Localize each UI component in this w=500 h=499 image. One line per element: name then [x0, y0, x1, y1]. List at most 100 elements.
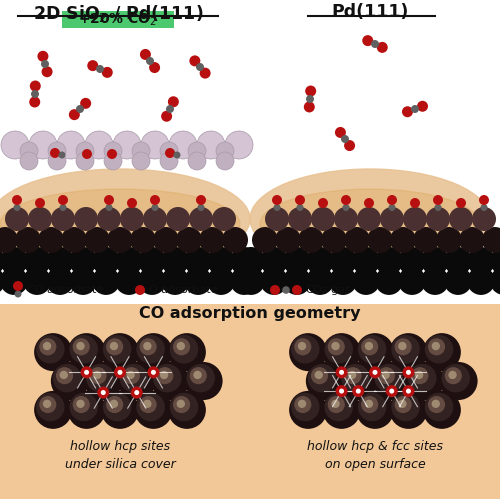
Circle shape [324, 335, 353, 363]
Circle shape [143, 400, 152, 408]
Circle shape [98, 387, 110, 399]
Circle shape [123, 367, 140, 384]
Circle shape [328, 338, 345, 355]
Circle shape [110, 400, 118, 408]
Circle shape [296, 204, 304, 211]
Circle shape [80, 98, 91, 109]
Circle shape [390, 391, 428, 429]
Circle shape [375, 267, 403, 295]
Circle shape [176, 342, 185, 350]
Circle shape [184, 247, 212, 275]
Circle shape [132, 142, 150, 160]
Circle shape [126, 371, 135, 379]
Circle shape [151, 370, 156, 375]
Circle shape [70, 393, 98, 421]
Circle shape [30, 80, 41, 91]
Circle shape [84, 362, 122, 400]
Circle shape [272, 195, 282, 205]
Text: hollow hcp sites
under silica cover: hollow hcp sites under silica cover [64, 440, 176, 471]
Circle shape [34, 333, 72, 371]
Ellipse shape [250, 169, 490, 269]
Circle shape [0, 267, 28, 295]
Circle shape [406, 389, 411, 394]
Circle shape [352, 247, 380, 275]
Circle shape [156, 367, 174, 384]
Circle shape [252, 227, 278, 253]
Circle shape [36, 393, 64, 421]
Circle shape [318, 198, 328, 208]
Circle shape [149, 62, 160, 73]
Circle shape [23, 267, 51, 295]
Circle shape [165, 148, 175, 158]
Circle shape [367, 227, 393, 253]
Circle shape [358, 393, 386, 421]
Circle shape [170, 393, 198, 421]
Circle shape [189, 207, 213, 231]
Circle shape [152, 204, 158, 211]
Circle shape [425, 393, 454, 421]
Circle shape [270, 285, 280, 295]
Circle shape [425, 335, 454, 363]
Circle shape [321, 227, 347, 253]
Circle shape [339, 370, 344, 375]
Circle shape [160, 371, 168, 379]
Circle shape [43, 342, 51, 350]
Circle shape [107, 227, 133, 253]
Text: 2D SiO$_2$ / Pd(111): 2D SiO$_2$ / Pd(111) [33, 3, 203, 24]
Circle shape [207, 247, 235, 275]
Circle shape [372, 370, 378, 375]
Circle shape [127, 198, 137, 208]
Circle shape [394, 396, 411, 413]
Circle shape [336, 366, 347, 378]
Circle shape [291, 335, 320, 363]
Circle shape [58, 152, 66, 159]
Circle shape [344, 227, 370, 253]
Circle shape [135, 285, 145, 295]
Circle shape [101, 391, 139, 429]
Circle shape [160, 142, 178, 160]
Circle shape [328, 396, 345, 413]
Circle shape [342, 204, 349, 211]
Circle shape [38, 51, 48, 62]
Circle shape [168, 391, 206, 429]
Circle shape [85, 131, 113, 159]
Circle shape [428, 338, 445, 355]
Circle shape [102, 67, 113, 78]
Circle shape [134, 333, 172, 371]
Circle shape [0, 247, 5, 275]
Circle shape [237, 267, 265, 295]
Circle shape [57, 131, 85, 159]
Circle shape [60, 371, 68, 379]
Circle shape [176, 227, 202, 253]
Circle shape [5, 207, 29, 231]
Circle shape [58, 195, 68, 205]
Circle shape [101, 390, 106, 395]
Circle shape [134, 391, 172, 429]
Circle shape [444, 367, 462, 384]
Circle shape [184, 267, 212, 295]
Circle shape [426, 207, 450, 231]
Circle shape [138, 267, 166, 295]
Circle shape [36, 335, 64, 363]
Circle shape [260, 267, 288, 295]
Circle shape [357, 207, 381, 231]
Circle shape [480, 204, 488, 211]
Circle shape [308, 364, 336, 392]
Circle shape [432, 342, 440, 350]
Circle shape [294, 338, 312, 355]
Circle shape [306, 95, 314, 103]
Circle shape [339, 389, 344, 394]
Circle shape [364, 400, 373, 408]
Circle shape [334, 207, 358, 231]
Circle shape [222, 227, 248, 253]
Circle shape [449, 207, 473, 231]
Circle shape [390, 333, 428, 371]
Circle shape [76, 152, 94, 170]
Circle shape [225, 131, 253, 159]
Circle shape [20, 142, 38, 160]
Circle shape [372, 362, 410, 400]
Text: CO adsorbate: CO adsorbate [27, 285, 104, 295]
Circle shape [101, 333, 139, 371]
Circle shape [311, 367, 328, 384]
Circle shape [150, 195, 160, 205]
